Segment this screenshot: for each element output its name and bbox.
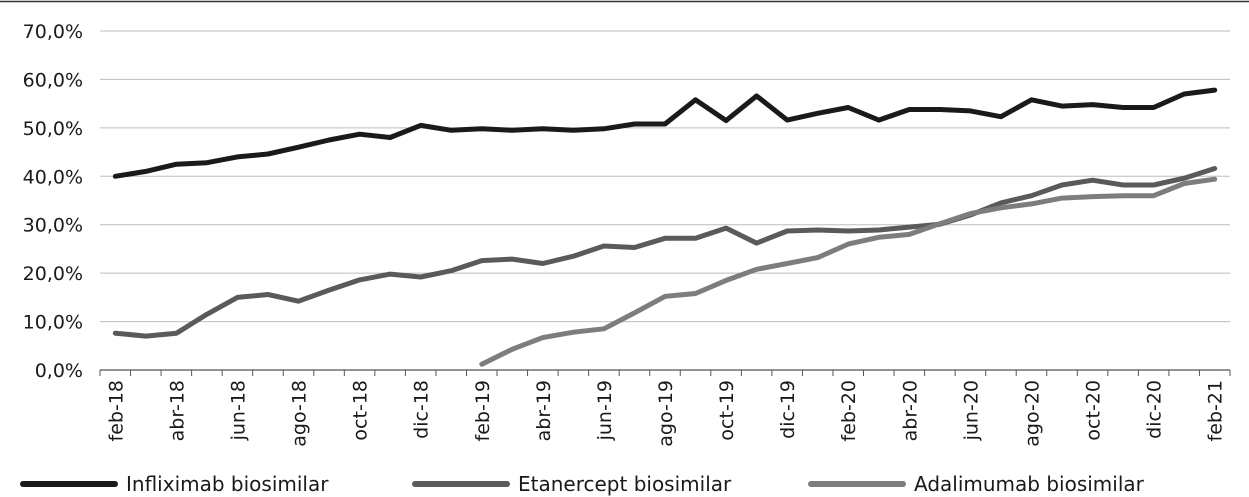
y-tick-label: 40,0% <box>23 166 83 188</box>
x-tick-label: abr-18 <box>166 380 188 441</box>
x-tick-label: feb-20 <box>838 380 860 441</box>
y-tick-label: 0,0% <box>35 360 83 382</box>
legend-item-infliximab: Infliximab biosimilar <box>20 470 328 497</box>
x-tick-label: abr-20 <box>899 380 921 441</box>
legend: Infliximab biosimilar Etanercept biosimi… <box>0 470 1249 497</box>
series-line-infliximab <box>112 87 1218 179</box>
x-tick-label: dic-20 <box>1144 380 1166 439</box>
y-tick-label: 50,0% <box>23 118 83 140</box>
x-tick-label: feb-18 <box>105 380 127 441</box>
legend-swatch-infliximab <box>20 480 118 487</box>
legend-label-etanercept: Etanercept biosimilar <box>518 471 732 496</box>
x-tick-label: oct-18 <box>350 380 372 441</box>
legend-swatch-etanercept <box>412 480 510 487</box>
x-tick-label: feb-19 <box>472 380 494 441</box>
x-axis-tick-labels: feb-18 abr-18 jun-18 ago-18 oct-18 dic-18 feb-… <box>105 380 1226 447</box>
series-lines <box>112 87 1218 367</box>
y-tick-label: 60,0% <box>23 69 83 91</box>
x-tick-label: dic-19 <box>777 380 799 439</box>
line-chart: 0,0%10,0%20,0%30,0%40,0%50,0%60,0%70,0% … <box>0 0 1249 447</box>
x-tick-label: jun-19 <box>594 380 616 441</box>
y-tick-label: 20,0% <box>23 263 83 285</box>
x-tick-label: oct-20 <box>1083 380 1105 441</box>
y-axis-tick-labels: 0,0% 10,0% 20,0% 30,0% 40,0% 50,0% 60,0% 70,0% <box>23 21 83 382</box>
series-line-adalimumab <box>479 176 1218 367</box>
x-tick-label: ago-18 <box>289 380 311 447</box>
x-tick-label: dic-18 <box>411 380 433 439</box>
legend-label-adalimumab: Adalimumab biosimilar <box>914 471 1144 496</box>
x-tick-label: ago-20 <box>1021 380 1043 447</box>
series-line-etanercept <box>112 166 1218 339</box>
gridlines <box>100 30 1230 323</box>
y-tick-label: 70,0% <box>23 21 83 43</box>
legend-item-adalimumab: Adalimumab biosimilar <box>808 470 1144 497</box>
legend-label-infliximab: Infliximab biosimilar <box>126 471 329 496</box>
x-axis <box>99 369 1231 376</box>
y-tick-label: 30,0% <box>23 215 83 237</box>
legend-item-etanercept: Etanercept biosimilar <box>412 470 731 497</box>
x-tick-label: jun-20 <box>960 380 982 441</box>
x-tick-label: abr-19 <box>533 380 555 441</box>
x-tick-label: feb-21 <box>1205 380 1227 441</box>
x-tick-label: jun-18 <box>227 380 249 441</box>
legend-swatch-adalimumab <box>808 480 906 487</box>
x-tick-label: oct-19 <box>716 380 738 441</box>
y-tick-label: 10,0% <box>23 312 83 334</box>
x-tick-label: ago-19 <box>655 380 677 447</box>
